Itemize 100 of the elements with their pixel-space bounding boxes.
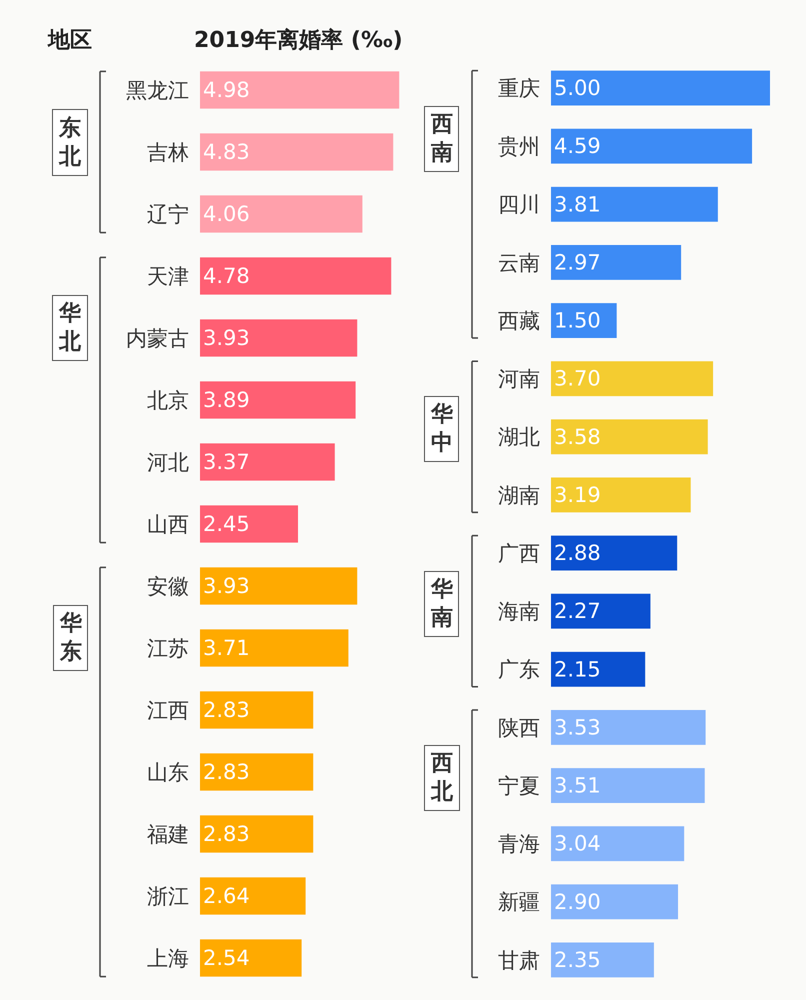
y-tick-label: 西藏: [498, 308, 540, 333]
data-label: 4.06: [203, 202, 250, 226]
data-label: 3.93: [203, 326, 250, 350]
bar: [200, 815, 314, 853]
data-label: 4.98: [203, 78, 250, 102]
y-tick-label: 宁夏: [498, 774, 540, 798]
bar: [200, 939, 302, 977]
bar: [551, 884, 678, 920]
data-label: 4.59: [554, 134, 601, 158]
y-tick-label: 海南: [498, 600, 540, 624]
y-tick-label: 吉林: [147, 140, 189, 164]
bar: [200, 257, 392, 295]
y-tick-label: 贵州: [498, 134, 540, 159]
bar: [551, 594, 650, 629]
data-label: 2.54: [203, 946, 250, 970]
data-label: 3.04: [554, 832, 601, 856]
y-tick-label: 河北: [147, 450, 189, 474]
y-tick-label: 安徽: [147, 574, 189, 598]
bar: [200, 133, 394, 171]
data-label: 2.97: [554, 250, 601, 274]
y-tick-label: 黑龙江: [126, 78, 189, 102]
data-label: 4.78: [203, 264, 250, 288]
y-tick-label: 湖南: [498, 483, 540, 508]
data-label: 2.88: [554, 541, 601, 566]
bar: [200, 629, 348, 667]
bar: [551, 419, 708, 454]
bar: [551, 128, 752, 164]
y-tick-label: 北京: [147, 388, 189, 412]
data-label: 1.50: [554, 308, 601, 333]
y-tick-label: 江苏: [147, 636, 189, 660]
y-tick-label: 广东: [498, 658, 540, 682]
bar: [200, 505, 298, 543]
data-label: 2.35: [554, 948, 601, 972]
data-label: 4.83: [203, 140, 250, 164]
text: 华东: [59, 611, 82, 665]
y-tick-label: 辽宁: [147, 202, 189, 226]
text: 华南: [430, 577, 453, 631]
y-tick-label: 青海: [498, 832, 540, 856]
bar: [200, 567, 358, 605]
text: 东北: [58, 115, 82, 170]
bar: [551, 186, 718, 222]
y-tick-label: 山东: [147, 760, 189, 784]
y-tick-label: 四川: [498, 192, 540, 217]
data-label: 3.93: [203, 574, 250, 598]
y-tick-label: 山西: [147, 512, 189, 536]
bar: [200, 71, 400, 109]
y-tick-label: 天津: [147, 264, 189, 288]
text: 华北: [58, 301, 82, 355]
data-label: 3.19: [554, 482, 601, 507]
data-label: 3.81: [554, 192, 601, 216]
data-label: 3.71: [203, 636, 250, 660]
chart-title: 2019年离婚率 (‰): [194, 27, 403, 53]
bar: [551, 361, 714, 396]
bar: [551, 652, 646, 687]
bar: [551, 826, 684, 862]
data-label: 3.51: [554, 774, 601, 798]
y-tick-label: 江西: [147, 698, 189, 722]
data-label: 2.64: [203, 884, 250, 908]
data-label: 2.15: [554, 657, 601, 682]
y-tick-label: 广西: [498, 541, 540, 566]
data-label: 2.83: [203, 698, 250, 722]
data-label: 2.83: [203, 822, 250, 846]
y-tick-label: 重庆: [498, 76, 540, 100]
y-tick-label: 云南: [498, 250, 540, 275]
y-tick-label: 新疆: [498, 890, 540, 914]
data-label: 2.83: [203, 760, 250, 784]
y-tick-label: 陕西: [498, 716, 540, 740]
bar: [551, 768, 705, 803]
bar: [551, 478, 691, 512]
data-label: 3.70: [554, 366, 601, 391]
data-label: 3.89: [203, 388, 250, 412]
data-label: 5.00: [554, 76, 601, 100]
bar: [551, 70, 770, 106]
y-axis-title: 地区: [47, 28, 92, 53]
data-label: 3.58: [554, 424, 601, 449]
bar: [200, 753, 314, 791]
bar: [200, 381, 356, 419]
bar: [200, 691, 314, 729]
bar: [200, 319, 358, 357]
bar: [551, 536, 678, 570]
text: 西南: [430, 112, 453, 166]
y-tick-label: 甘肃: [498, 948, 540, 972]
data-label: 3.53: [554, 715, 601, 740]
y-tick-label: 湖北: [498, 425, 540, 450]
data-label: 2.27: [554, 599, 601, 624]
bar: [200, 443, 335, 481]
y-tick-label: 内蒙古: [126, 326, 189, 350]
data-label: 2.90: [554, 890, 601, 914]
bar: [551, 942, 654, 978]
y-tick-label: 上海: [147, 946, 189, 970]
bar: [551, 710, 706, 745]
text: 华中: [430, 402, 453, 456]
y-tick-label: 福建: [147, 822, 189, 846]
bar: [200, 877, 306, 915]
bar: [551, 245, 682, 280]
y-tick-label: 河南: [498, 367, 540, 392]
bar: [200, 195, 362, 233]
data-label: 3.37: [203, 450, 250, 474]
y-tick-label: 浙江: [147, 884, 189, 908]
text: 西北: [430, 751, 454, 805]
